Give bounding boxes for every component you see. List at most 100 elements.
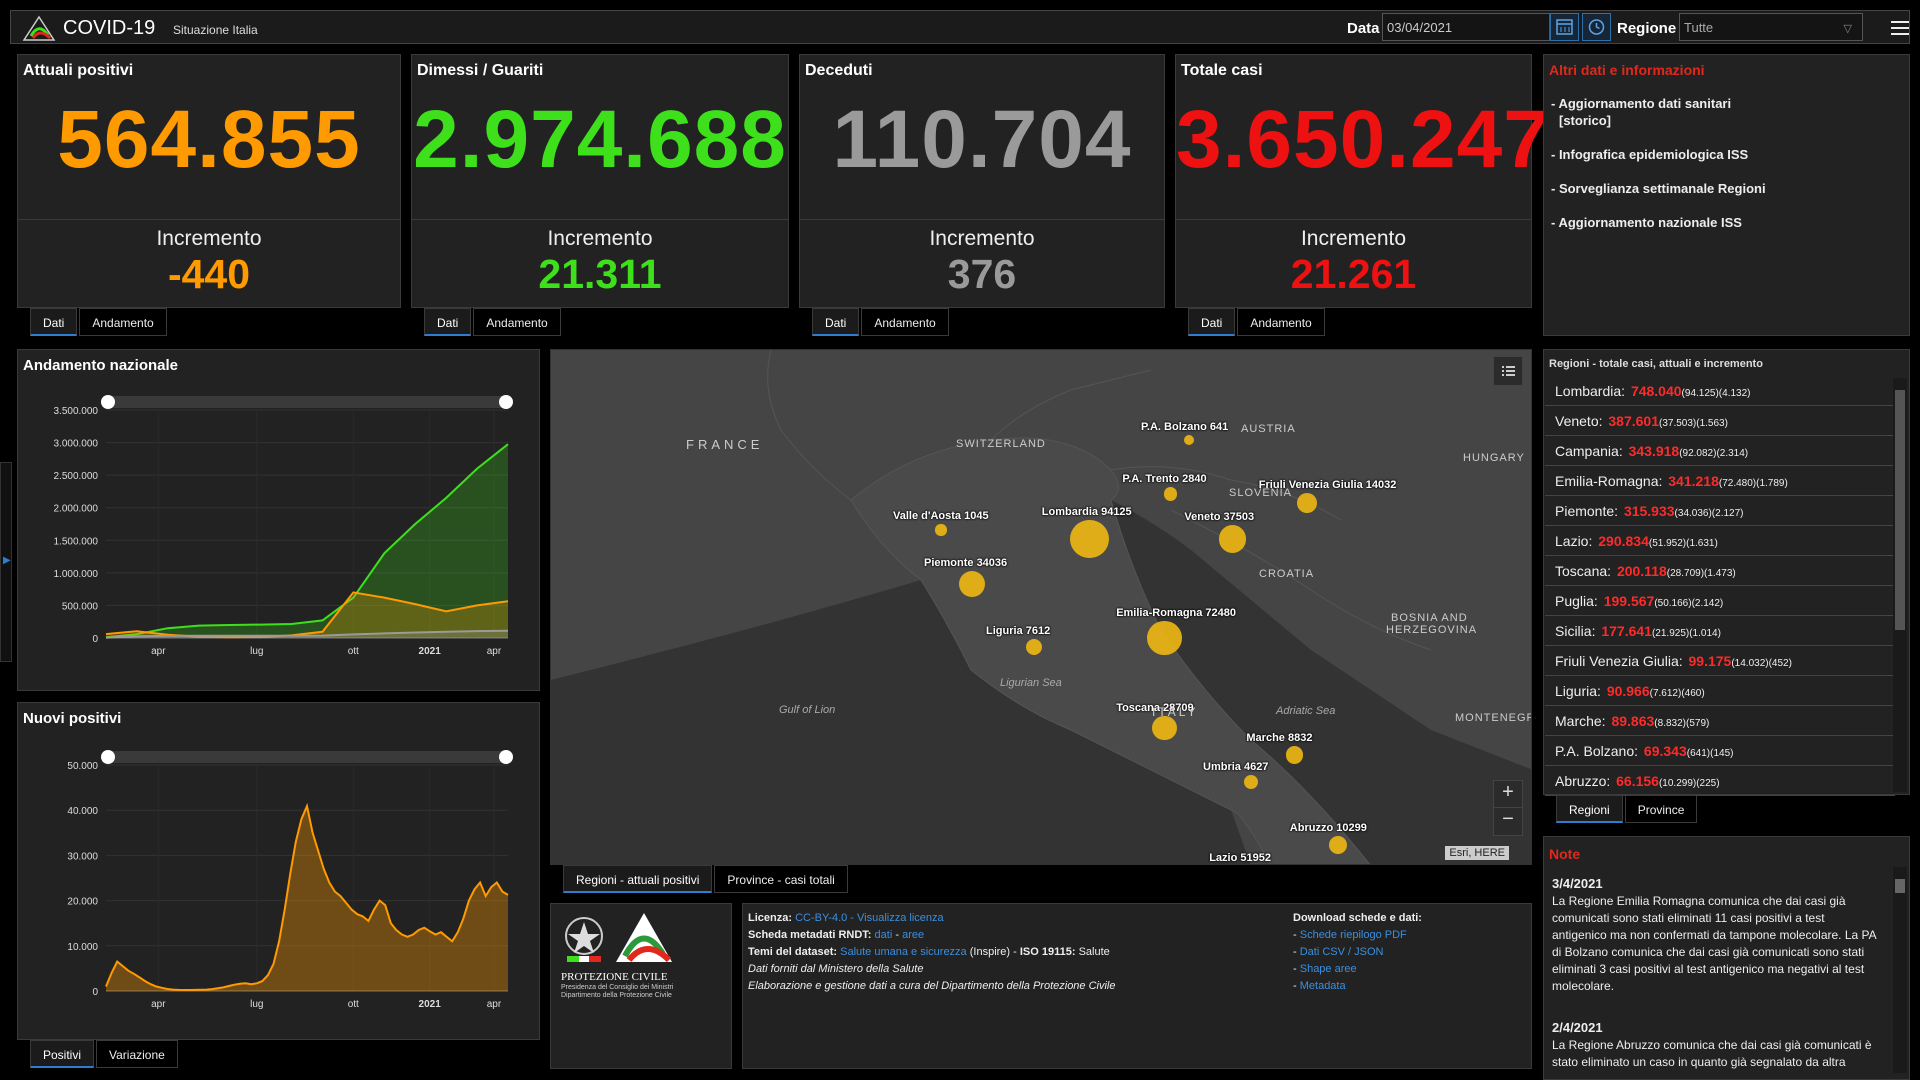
notes-scrollbar[interactable] — [1893, 867, 1907, 1073]
chart-andamento-nazionale[interactable]: 0 500.000 1.000.000 1.500.000 2.000.000 2.500… — [18, 390, 539, 690]
sea-label: Ligurian Sea — [1000, 677, 1062, 689]
region-select-value: Tutte — [1684, 20, 1714, 35]
tab-dati[interactable]: Dati — [424, 308, 472, 336]
map-legend-button[interactable] — [1493, 356, 1523, 386]
temi-link[interactable]: Salute umana e sicurezza — [840, 946, 967, 958]
tab-andamento[interactable]: Andamento — [79, 308, 167, 336]
region-bubble[interactable] — [958, 570, 986, 598]
view-license-link[interactable]: Visualizza licenza — [857, 912, 944, 924]
region-row[interactable]: P.A. Bolzano: 69.343(641)(145) — [1545, 736, 1895, 766]
region-row[interactable]: Liguria: 90.966(7.612)(460) — [1545, 676, 1895, 706]
download-shape-link[interactable]: Shape aree — [1299, 963, 1357, 975]
region-row[interactable]: Veneto: 387.601(37.503)(1.563) — [1545, 406, 1895, 436]
region-row[interactable]: Emilia-Romagna: 341.218(72.480)(1.789) — [1545, 466, 1895, 496]
temi-label: Temi del dataset: — [748, 946, 838, 958]
region-row[interactable]: Abruzzo: 66.156(10.299)(225) — [1545, 766, 1895, 796]
range-handle-left[interactable] — [101, 395, 115, 409]
download-metadata-link[interactable]: Metadata — [1299, 980, 1346, 992]
info-link-infografica[interactable]: - Infografica epidemiologica ISS — [1551, 147, 1749, 162]
tab-andamento[interactable]: Andamento — [473, 308, 561, 336]
region-row[interactable]: Friuli Venezia Giulia: 99.175(14.032)(45… — [1545, 646, 1895, 676]
region-row[interactable]: Campania: 343.918(92.082)(2.314) — [1545, 436, 1895, 466]
region-row[interactable]: Marche: 89.863(8.832)(579) — [1545, 706, 1895, 736]
region-bubble[interactable] — [1183, 434, 1195, 446]
region-row[interactable]: Lombardia: 748.040(94.125)(4.132) — [1545, 376, 1895, 406]
info-link-aggiornamento[interactable]: - Aggiornamento dati sanitari — [1551, 96, 1732, 111]
download-csv-link[interactable]: Dati CSV / JSON — [1299, 946, 1384, 958]
tab-province[interactable]: Province — [1624, 795, 1698, 823]
region-map-label: Emilia-Romagna 72480 — [1116, 606, 1237, 619]
region-bubble[interactable] — [1146, 620, 1182, 656]
tab-andamento[interactable]: Andamento — [861, 308, 949, 336]
x-tick-label: ott — [348, 646, 359, 657]
tab-andamento[interactable]: Andamento — [1237, 308, 1325, 336]
zoom-in-icon[interactable]: + — [1494, 781, 1522, 808]
side-panel-handle[interactable]: ▶ — [0, 462, 12, 662]
tab-dati[interactable]: Dati — [812, 308, 860, 336]
region-current: (641) — [1686, 748, 1711, 759]
range-slider-track[interactable] — [106, 751, 508, 763]
region-bubble[interactable] — [1070, 519, 1110, 559]
series-line[interactable] — [105, 629, 509, 639]
scrollbar-thumb[interactable] — [1895, 879, 1905, 893]
tab-province-totali[interactable]: Province - casi totali — [714, 865, 848, 893]
region-bubble[interactable] — [1025, 638, 1043, 656]
series-line[interactable] — [105, 802, 509, 991]
range-handle-right[interactable] — [499, 395, 513, 409]
tab-regioni-attuali[interactable]: Regioni - attuali positivi — [563, 865, 713, 893]
info-link-sorveglianza[interactable]: - Sorveglianza settimanale Regioni — [1551, 181, 1766, 196]
region-bubble[interactable] — [1163, 487, 1178, 501]
region-increment: (460) — [1681, 688, 1705, 699]
tab-positivi[interactable]: Positivi — [30, 1040, 95, 1068]
tab-regioni[interactable]: Regioni — [1556, 795, 1623, 823]
rndt-dati-link[interactable]: dati — [874, 929, 893, 941]
range-handle-right[interactable] — [499, 750, 513, 764]
region-row[interactable]: Lazio: 290.834(51.952)(1.631) — [1545, 526, 1895, 556]
region-bubble[interactable] — [1328, 835, 1347, 855]
map-view[interactable]: Valle d'Aosta 1045 Piemonte 34036 Lombardi… — [550, 349, 1532, 865]
scrollbar-thumb[interactable] — [1895, 390, 1905, 630]
region-bubble[interactable] — [935, 524, 947, 536]
region-map-label: Marche 8832 — [1246, 732, 1313, 745]
chevron-down-icon: ▽ — [1843, 23, 1852, 35]
region-row[interactable]: Puglia: 199.567(50.166)(2.142) — [1545, 586, 1895, 616]
tab-dati[interactable]: Dati — [30, 308, 78, 336]
time-button[interactable] — [1582, 13, 1611, 41]
region-bubble[interactable] — [1285, 746, 1304, 764]
stat-card-dimessi-guariti: Dimessi / Guariti 2.974.688 Incremento 2… — [411, 54, 789, 308]
calendar-icon — [1556, 19, 1573, 35]
rndt-aree-link[interactable]: aree — [902, 929, 925, 941]
info-link-storico[interactable]: [storico] — [1559, 113, 1611, 128]
region-bubble[interactable] — [1151, 715, 1177, 741]
license-line: Licenza: CC-BY-4.0 - Visualizza licenza — [748, 912, 944, 924]
region-row[interactable]: Sicilia: 177.641(21.925)(1.014) — [1545, 616, 1895, 646]
chart-nuovi-positivi[interactable]: 0 10.000 20.000 30.000 40.000 50.000 apr lug ott… — [18, 739, 539, 1039]
series-line[interactable] — [105, 443, 509, 639]
tab-dati[interactable]: Dati — [1188, 308, 1236, 336]
x-tick-label: lug — [250, 646, 263, 657]
tab-variazione[interactable]: Variazione — [96, 1040, 178, 1068]
info-link-iss[interactable]: - Aggiornamento nazionale ISS — [1551, 215, 1742, 230]
region-bubble[interactable] — [1243, 774, 1259, 790]
app-title: COVID-19 — [63, 17, 156, 39]
license-link[interactable]: CC-BY-4.0 — [795, 912, 848, 924]
hamburger-menu-icon[interactable] — [1889, 16, 1911, 40]
zoom-out-icon[interactable]: − — [1502, 808, 1514, 830]
region-increment: (1.473) — [1704, 568, 1736, 579]
regions-scrollbar[interactable] — [1893, 378, 1907, 792]
y-tick-label: 3.000.000 — [54, 439, 99, 450]
iso-text: Salute — [1075, 946, 1110, 958]
increment-value: 21.261 — [1290, 251, 1417, 297]
region-bubble[interactable] — [1296, 493, 1317, 513]
region-select[interactable]: Tutte ▽ — [1679, 13, 1863, 41]
y-tick-label: 500.000 — [62, 601, 99, 612]
region-row[interactable]: Toscana: 200.118(28.709)(1.473) — [1545, 556, 1895, 586]
download-pdf-link[interactable]: Schede riepilogo PDF — [1299, 929, 1407, 941]
region-increment: (2.142) — [1691, 598, 1724, 609]
region-row[interactable]: Piemonte: 315.933(34.036)(2.127) — [1545, 496, 1895, 526]
region-bubble[interactable] — [1218, 525, 1247, 553]
date-input[interactable]: 03/04/2021 — [1382, 13, 1550, 41]
range-handle-left[interactable] — [101, 750, 115, 764]
range-slider-track[interactable] — [106, 396, 508, 408]
calendar-button[interactable] — [1550, 13, 1579, 41]
